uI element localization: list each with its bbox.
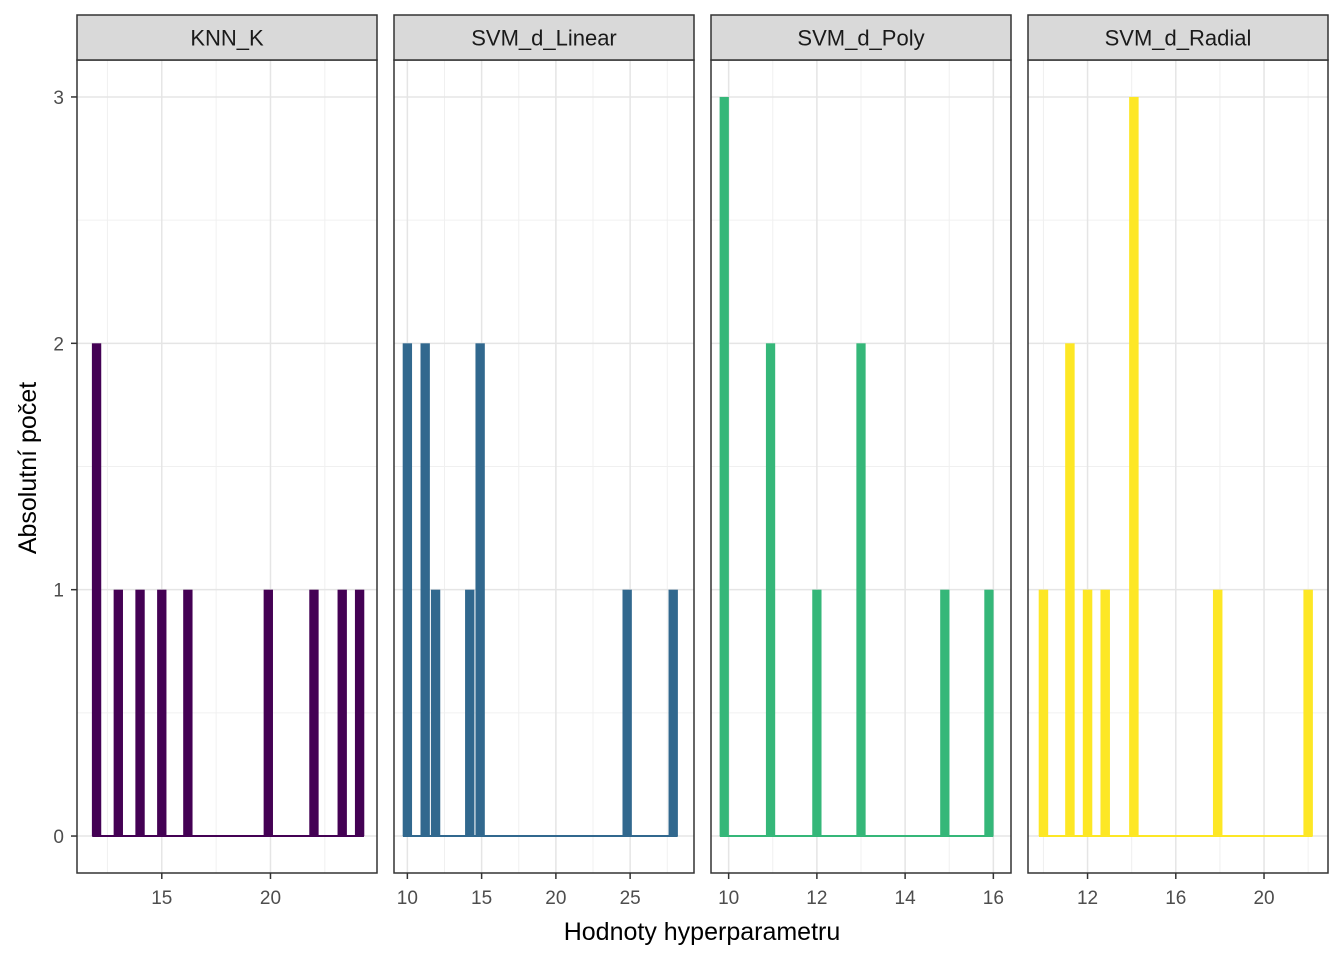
facet-strip <box>76 14 378 61</box>
x-tick-label: 20 <box>545 888 566 909</box>
histogram-bar <box>475 343 485 837</box>
histogram-bar <box>1129 96 1139 837</box>
facet-strip-label: SVM_d_Radial <box>1105 26 1252 51</box>
histogram-bar <box>1065 343 1075 837</box>
histogram-bar <box>668 589 678 837</box>
facet-panel-KNN_K: KNN_K 15 20 <box>76 14 378 909</box>
x-tick-label: 12 <box>806 888 827 909</box>
y-tick-label: 2 <box>53 334 64 355</box>
histogram-bar <box>337 589 347 837</box>
x-tick-label: 10 <box>718 888 739 909</box>
histogram-bar <box>856 343 866 837</box>
histogram-bar <box>420 343 430 837</box>
histogram-bar <box>183 589 193 837</box>
x-tick-label: 20 <box>1253 888 1274 909</box>
facet-strip-label: SVM_d_Poly <box>797 26 924 51</box>
histogram-bar <box>1303 589 1313 837</box>
histogram-bar <box>135 589 145 837</box>
x-tick-label: 15 <box>471 888 492 909</box>
histogram-bar <box>465 589 475 837</box>
histogram-bar <box>263 589 273 837</box>
y-axis: 0 1 2 3 <box>53 88 77 848</box>
y-tick-label: 3 <box>53 88 64 109</box>
facet-panel-SVM_d_Radial: SVM_d_Radial 12 16 20 <box>1027 14 1329 909</box>
histogram-bar <box>1082 589 1093 837</box>
facet-strip-label: SVM_d_Linear <box>471 26 617 51</box>
x-tick-label: 15 <box>151 888 172 909</box>
histogram-bar <box>940 589 950 837</box>
histogram-bar <box>430 589 441 837</box>
facet-strip-label: KNN_K <box>190 26 264 51</box>
histogram-bar <box>402 343 413 837</box>
x-tick-label: 20 <box>260 888 281 909</box>
histogram-bar <box>1212 589 1223 837</box>
histogram-bar <box>622 589 632 837</box>
facet-strip <box>1027 14 1329 61</box>
facet-strip <box>710 14 1012 61</box>
histogram-bar <box>719 96 729 837</box>
facet-panels: KNN_K 15 20 SVM_d_Linear 10 15 20 25 SVM_d_Poly 1… <box>76 14 1329 909</box>
histogram-bar <box>812 589 822 837</box>
x-tick-label: 16 <box>983 888 1004 909</box>
histogram-bar <box>765 343 776 837</box>
histogram-bar <box>354 589 365 837</box>
x-tick-label: 16 <box>1165 888 1186 909</box>
x-tick-label: 12 <box>1077 888 1098 909</box>
facet-panel-SVM_d_Linear: SVM_d_Linear 10 15 20 25 <box>393 14 695 909</box>
histogram-bar <box>984 589 994 837</box>
histogram-bar <box>91 343 102 837</box>
histogram-bar <box>1100 589 1110 837</box>
y-axis-title: Absolutní počet <box>14 382 42 554</box>
y-tick-label: 1 <box>53 581 64 602</box>
x-tick-label: 14 <box>895 888 917 909</box>
x-tick-label: 10 <box>397 888 418 909</box>
facet-panel-SVM_d_Poly: SVM_d_Poly 10 12 14 16 <box>710 14 1012 909</box>
histogram-bar <box>1038 589 1049 837</box>
histogram-bar <box>309 589 319 837</box>
y-tick-label: 0 <box>53 827 64 848</box>
histogram-bar <box>113 589 123 837</box>
x-axis-title: Hodnoty hyperparametru <box>564 918 841 946</box>
histogram-bar <box>157 589 167 837</box>
x-tick-label: 25 <box>620 888 641 909</box>
facet-strip <box>393 14 695 61</box>
